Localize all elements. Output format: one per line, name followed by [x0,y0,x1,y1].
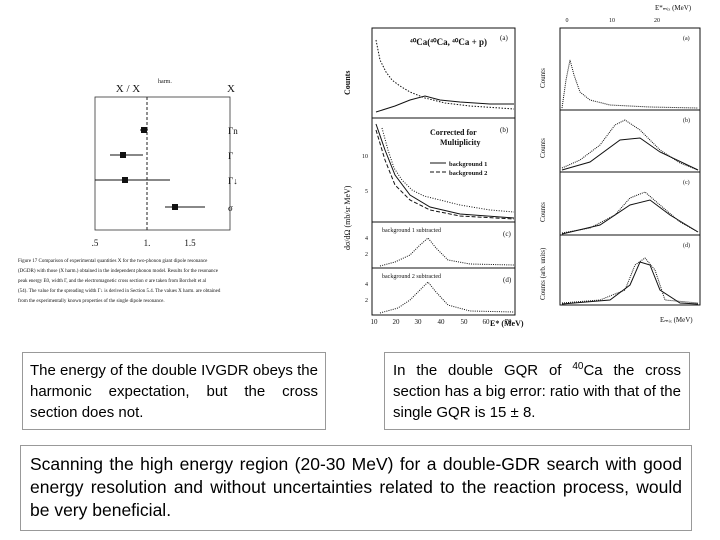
caption: from the experimentally known properties… [18,299,165,304]
row-label: Γ [228,151,233,161]
tick-label: 2 [365,252,368,258]
tick-label: 4 [365,282,368,288]
subtracted-2 [379,281,515,314]
frame [94,96,231,231]
header: X / X [116,83,141,95]
tick-label: 30 [415,318,423,326]
tick-label: 10 [362,154,368,160]
background [375,95,514,113]
panel-label: (d) [683,242,690,249]
axis-label: Counts [539,202,547,222]
spectrum [561,191,699,234]
axis-label: Eₘᵢₓ (MeV) [660,316,693,324]
axis-label: dσ/dΩ (mb/sr MeV) [343,185,352,250]
row-label: Γ↓ [228,176,238,186]
tick-label: 10 [609,18,615,24]
middle-figure [371,27,516,316]
text-box: Scanning the high energy region (20-30 M… [20,445,692,531]
legend: background 2 [449,170,487,177]
panel [371,267,516,316]
panel-label: (c) [683,179,690,186]
spectrum [561,257,699,304]
panel-label: (b) [500,126,509,134]
spectrum [561,59,699,109]
axis-label: E* (MeV) [490,319,524,328]
fit [561,261,699,305]
caption: peak energy E0, width Γ, and the electro… [18,279,207,284]
panel [559,27,701,111]
panel-label: (b) [683,117,690,124]
tick-label: 4 [365,236,368,242]
axis-label: Counts [539,68,547,88]
panel-label: (c) [503,230,511,238]
panel [559,234,701,306]
legend: background 1 [449,161,487,168]
panel-label: (d) [503,276,512,284]
tick-label: 60 [483,318,491,326]
fit [561,137,699,171]
point [120,152,126,158]
tick-label: 1. [144,238,151,248]
reaction: ⁴⁰Ca(⁴⁰Ca, ⁴⁰Ca + p) [410,37,487,47]
text-box: In the double GQR of 40Ca the cross sect… [384,352,690,430]
fit [561,199,699,235]
header: X [227,83,235,95]
caption: (54). The value for the spreading width … [18,289,221,294]
axis-label: E*ₘᵢₓ (MeV) [655,4,692,12]
right-labels: E*ₘᵢₓ (MeV) 0 10 20 (a) (b) (c) (d) Coun… [539,4,693,324]
point [122,177,128,183]
tick-label: 40 [438,318,446,326]
background-1 [375,123,515,219]
text: Ca the cross section has a big error: ra… [393,362,682,421]
text: Scanning the high energy region (20-30 M… [30,454,682,520]
axis-label: Counts [343,71,352,95]
tick-label: 5 [365,189,368,195]
note: background 2 subtracted [382,274,441,280]
subtracted-1 [379,237,515,267]
note: background 1 subtracted [382,228,441,234]
tick-label: 70 [505,318,513,326]
background-2 [375,129,515,220]
caption: (DGDR) with those (X harm.) obtained in … [18,269,219,274]
superscript: 40 [572,361,584,372]
tick-label: 1.5 [184,238,196,248]
note: Multiplicity [440,138,480,147]
caption: Figure 17 Comparison of experimental qua… [18,259,208,264]
tick-label: 0 [566,18,569,24]
row-label: Γn [228,126,238,136]
text-box: The energy of the double IVGDR obeys the… [22,352,326,430]
axis-label: Counts (arb. units) [539,247,547,300]
tick-label: 20 [393,318,401,326]
panel-label: (a) [500,34,508,42]
tick-label: 50 [461,318,469,326]
spectrum [561,119,699,171]
point [172,204,178,210]
middle-labels: (a) ⁴⁰Ca(⁴⁰Ca, ⁴⁰Ca + p) (b) Corrected f… [343,34,524,328]
text: The energy of the double IVGDR obeys the… [30,362,318,421]
tick-label: .5 [92,238,99,248]
row-label: σ [228,203,233,213]
tick-label: 2 [365,298,368,304]
tick-label: 10 [371,318,379,326]
axis-label: Counts [539,138,547,158]
left-figure: X / X harm. X Γn Γ Γ↓ σ .5 1. 1.5 Figure… [18,79,238,304]
header: harm. [158,79,172,85]
tick-label: 20 [654,18,660,24]
panel [559,171,701,236]
right-figure [559,27,701,306]
note: Corrected for [430,128,477,137]
point [141,127,147,133]
spectrum [375,39,515,110]
panel-label: (a) [683,35,690,42]
text: In the double GQR of [393,362,573,379]
